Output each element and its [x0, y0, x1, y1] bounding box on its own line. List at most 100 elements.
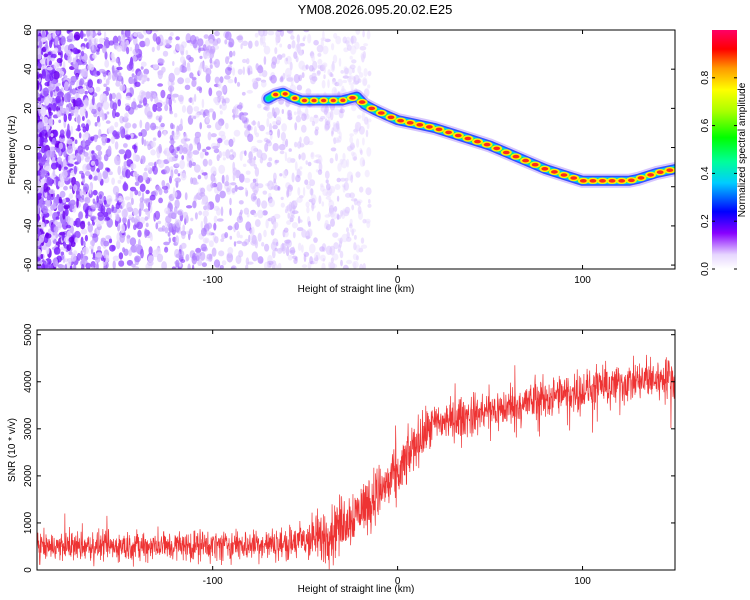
noise-speck — [303, 136, 310, 146]
colorbar-tick-label: 0.8 — [700, 70, 711, 84]
noise-speck — [252, 178, 257, 183]
ridge-peak-core — [377, 111, 385, 115]
noise-speck — [250, 229, 254, 239]
noise-speck — [191, 264, 195, 269]
noise-speck — [133, 171, 138, 177]
ridge-peak-core — [358, 100, 366, 104]
noise-speck — [174, 113, 178, 118]
noise-speck — [291, 210, 299, 215]
noise-speck — [111, 65, 115, 75]
noise-speck — [130, 263, 136, 268]
noise-speck — [301, 124, 307, 133]
noise-speck — [103, 211, 109, 218]
noise-speck — [290, 35, 295, 40]
noise-speck — [350, 82, 354, 91]
noise-speck — [340, 210, 343, 217]
noise-speck — [81, 172, 85, 179]
noise-speck — [141, 136, 144, 146]
noise-speck — [103, 240, 110, 247]
noise-speck — [88, 57, 91, 67]
noise-speck — [289, 84, 297, 93]
noise-speck — [235, 255, 242, 265]
noise-speck — [214, 236, 219, 244]
noise-speck — [192, 150, 200, 155]
noise-speck — [50, 80, 57, 84]
noise-speck — [346, 231, 350, 239]
noise-speck — [108, 238, 113, 244]
noise-speck — [359, 263, 364, 269]
noise-speck — [111, 204, 114, 212]
noise-speck — [344, 206, 351, 214]
noise-speck — [42, 46, 47, 53]
noise-speck — [250, 145, 258, 154]
ridge-peak-core — [589, 179, 597, 183]
noise-speck — [80, 236, 84, 246]
noise-speck — [317, 58, 323, 65]
noise-speck — [198, 87, 203, 94]
noise-speck — [37, 192, 42, 197]
noise-speck — [139, 183, 146, 192]
noise-speck — [57, 180, 65, 188]
noise-speck — [96, 70, 101, 76]
noise-speck — [72, 57, 76, 65]
noise-speck — [74, 217, 81, 228]
noise-speck — [160, 122, 165, 128]
noise-speck — [353, 128, 358, 135]
noise-speck — [339, 237, 343, 244]
noise-speck — [353, 128, 358, 133]
noise-speck — [321, 79, 326, 89]
noise-speck — [216, 90, 223, 97]
noise-speck — [82, 139, 86, 148]
noise-speck — [61, 170, 68, 178]
noise-speck — [79, 80, 83, 88]
colorbar-gradient — [712, 30, 737, 269]
noise-speck — [97, 43, 104, 49]
noise-speck — [277, 186, 281, 191]
noise-speck — [129, 77, 135, 85]
noise-speck — [156, 253, 164, 263]
noise-speck — [208, 240, 214, 248]
noise-speck — [125, 105, 131, 112]
noise-speck — [257, 232, 262, 242]
noise-speck — [366, 30, 371, 40]
noise-speck — [340, 159, 348, 169]
ridge-peak-core — [560, 173, 568, 177]
noise-speck — [37, 213, 41, 222]
noise-speck — [91, 42, 95, 51]
noise-speck — [221, 260, 227, 266]
noise-speck — [350, 45, 357, 55]
ridge-peak-core — [454, 133, 462, 138]
noise-speck — [220, 238, 225, 243]
noise-speck — [180, 172, 187, 181]
noise-speck — [50, 57, 55, 62]
noise-speck — [54, 36, 58, 46]
noise-speck — [358, 125, 365, 135]
noise-speck — [145, 208, 148, 215]
noise-speck — [170, 169, 174, 179]
snr-y-axis-label: SNR (10 * v/v) — [7, 418, 18, 482]
noise-speck — [351, 104, 357, 112]
noise-speck — [337, 244, 341, 253]
noise-speck — [353, 74, 360, 85]
noise-speck — [158, 143, 162, 154]
noise-speck — [167, 231, 171, 237]
noise-speck — [68, 113, 72, 121]
noise-speck — [259, 124, 265, 132]
noise-speck — [349, 55, 353, 60]
noise-speck — [367, 84, 371, 89]
noise-speck — [287, 43, 292, 50]
noise-speck — [219, 76, 224, 84]
noise-speck — [342, 36, 348, 44]
noise-speck — [343, 66, 348, 71]
noise-speck — [177, 209, 184, 216]
noise-speck — [321, 262, 326, 269]
noise-speck — [41, 145, 46, 154]
noise-speck — [198, 210, 203, 216]
noise-speck — [208, 39, 214, 45]
noise-speck — [291, 222, 298, 229]
noise-speck — [356, 200, 361, 207]
noise-speck — [88, 87, 94, 93]
noise-speck — [37, 163, 40, 171]
noise-speck — [186, 105, 193, 115]
noise-speck — [360, 237, 365, 244]
